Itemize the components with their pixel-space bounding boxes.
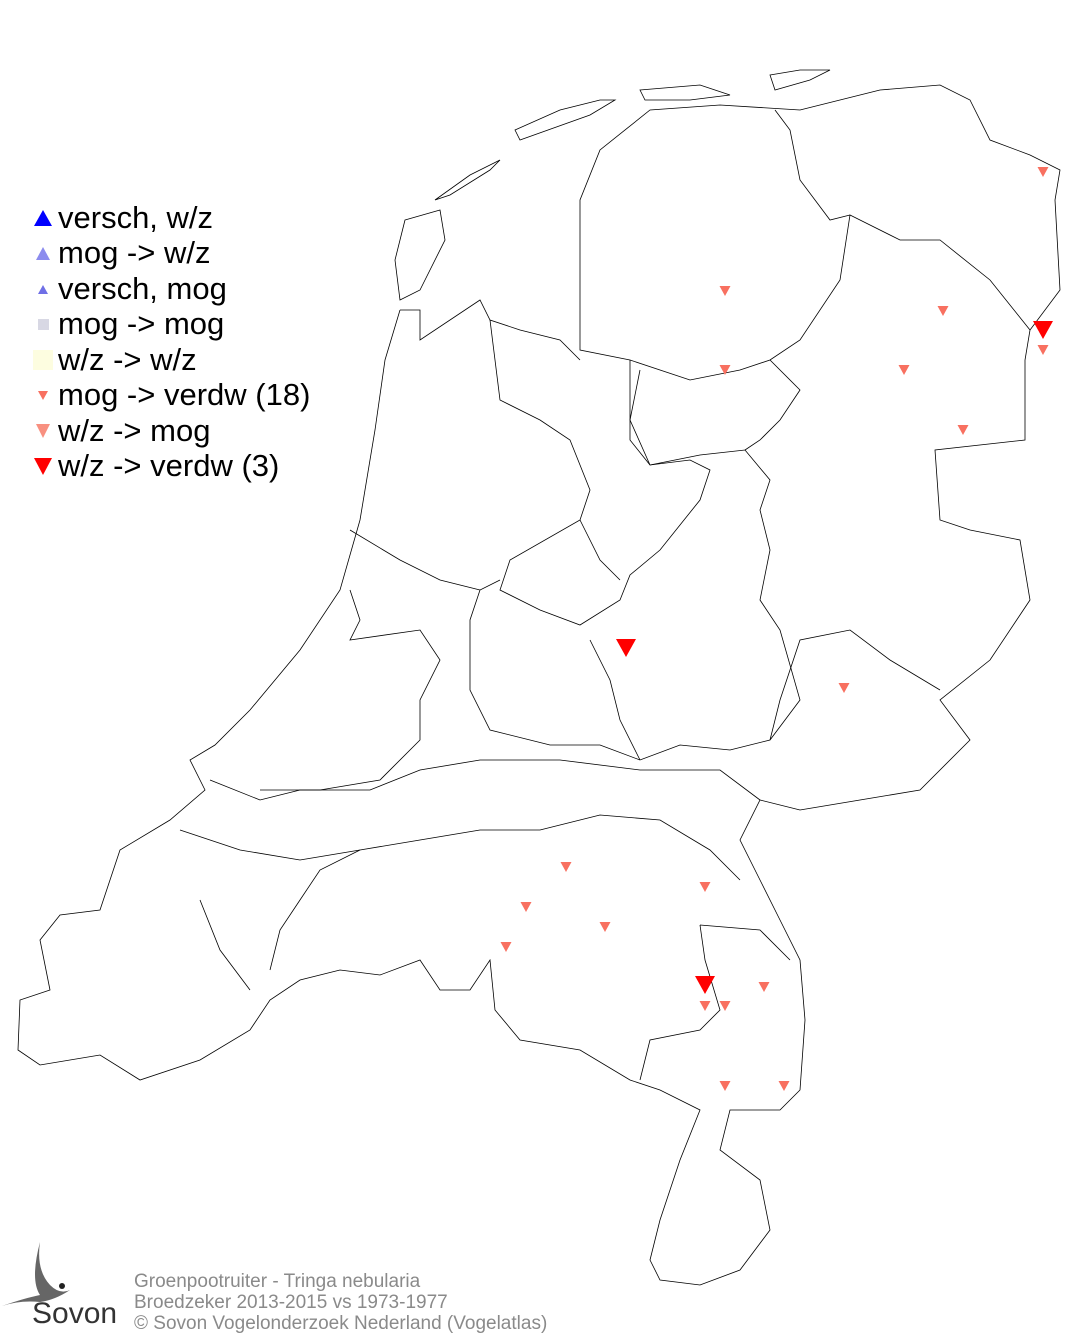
caption-species: Groenpootruiter - Tringa nebularia: [134, 1271, 421, 1292]
marker-mog-verdw: [778, 1081, 790, 1091]
triangle-down-icon: [28, 421, 58, 441]
marker-mog-verdw: [520, 902, 532, 912]
square-icon: [28, 349, 58, 371]
legend-label: w/z -> mog: [58, 412, 211, 448]
marker-mog-verdw: [957, 425, 969, 435]
province-boundaries: [17, 84, 1061, 1286]
map-caption: Groenpootruiter - Tringa nebularia Broed…: [134, 1271, 547, 1334]
legend-item: w/z -> mog: [28, 413, 310, 449]
triangle-up-icon: [28, 279, 58, 299]
marker-mog-verdw: [937, 306, 949, 316]
legend-label: mog -> w/z: [58, 235, 211, 271]
legend-item: versch, w/z: [28, 200, 310, 236]
marker-mog-verdw: [719, 365, 731, 375]
legend-item: w/z -> verdw (3): [28, 448, 310, 485]
marker-mog-verdw: [500, 942, 512, 952]
legend-item: mog -> w/z: [28, 235, 310, 272]
caption-period: Broedzeker 2013-2015 vs 1973-1977: [134, 1292, 448, 1313]
marker-mog-verdw: [719, 1081, 731, 1091]
marker-wz-verdw: [1033, 321, 1053, 339]
marker-mog-verdw: [838, 683, 850, 693]
logo-text: Sovon: [32, 1297, 118, 1330]
observation-markers: [500, 167, 1053, 1091]
wadden-islands: [394, 69, 831, 301]
marker-mog-verdw: [599, 922, 611, 932]
legend-item: mog -> mog: [28, 306, 310, 343]
marker-mog-verdw: [699, 1001, 711, 1011]
legend-label: versch, w/z: [58, 199, 214, 235]
marker-mog-verdw: [758, 982, 770, 992]
marker-mog-verdw: [560, 862, 572, 872]
legend-item: w/z -> w/z: [28, 342, 310, 378]
marker-mog-verdw: [1037, 345, 1049, 355]
triangle-up-icon: [28, 208, 58, 228]
legend-item: mog -> verdw (18): [28, 377, 311, 414]
triangle-up-icon: [28, 243, 58, 263]
legend-label: mog -> verdw (18): [58, 377, 311, 413]
legend-label: w/z -> verdw (3): [58, 448, 280, 484]
square-icon: [28, 314, 58, 334]
legend: versch, w/z mog -> w/z versch, mog mog -…: [28, 200, 310, 484]
triangle-down-icon: [28, 456, 58, 476]
legend-label: mog -> mog: [58, 306, 225, 342]
marker-wz-verdw: [616, 639, 636, 657]
caption-copyright: © Sovon Vogelonderzoek Nederland (Vogela…: [134, 1313, 548, 1334]
marker-mog-verdw: [719, 1001, 731, 1011]
legend-label: versch, mog: [58, 270, 227, 306]
marker-mog-verdw: [699, 882, 711, 892]
triangle-down-icon: [28, 385, 58, 405]
marker-mog-verdw: [719, 286, 731, 296]
legend-label: w/z -> w/z: [58, 341, 197, 377]
marker-wz-verdw: [695, 976, 715, 994]
country-outline: [17, 84, 1061, 1286]
sovon-swallow-logo: [2, 1242, 70, 1306]
marker-mog-verdw: [898, 365, 910, 375]
legend-item: versch, mog: [28, 271, 310, 307]
marker-mog-verdw: [1037, 167, 1049, 177]
